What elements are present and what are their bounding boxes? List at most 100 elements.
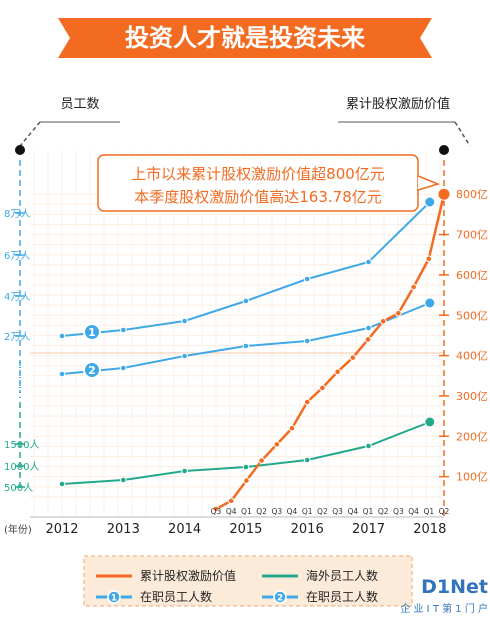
legend-label: 海外员工人数	[306, 568, 378, 583]
right-axis-tick-label: 100亿	[456, 471, 488, 484]
equity-value-point	[212, 505, 220, 513]
equity-value-line	[215, 193, 446, 511]
series-point	[365, 324, 372, 332]
series-marker-number: 1	[88, 326, 96, 339]
legend-label: 在职员工人数	[140, 589, 212, 604]
quarter-label: Q2	[439, 507, 450, 516]
series-point	[181, 317, 188, 325]
series-point	[303, 456, 311, 464]
equity-value-point	[319, 384, 326, 392]
right-axis-tick-label: 700亿	[456, 229, 488, 242]
series-point	[424, 297, 436, 309]
right-axis-tick-label: 800亿	[456, 188, 488, 201]
legend-marker-badge	[273, 590, 287, 604]
equity-value-point	[437, 187, 451, 201]
annotation-line1: 上市以来累计股权激励价值超800亿元	[131, 165, 385, 183]
right-axis-tick-label: 500亿	[456, 309, 488, 322]
series-marker-badge	[83, 323, 101, 341]
quarter-label: Q1	[302, 507, 313, 516]
series-point	[120, 476, 127, 484]
quarter-label: Q4	[287, 507, 298, 516]
series-point	[58, 370, 66, 378]
series-point	[120, 364, 127, 372]
series-point	[181, 352, 188, 360]
quarter-label: Q3	[393, 507, 404, 516]
series-point	[242, 342, 250, 350]
watermark-tagline: 企 业 I T 第 1 门 户	[400, 602, 488, 615]
legend-box	[83, 555, 413, 607]
series-point	[120, 326, 127, 334]
equity-value-point	[243, 477, 250, 484]
left-axis-tick-label: 2万人	[4, 331, 30, 343]
series-line-3	[61, 421, 431, 485]
equity-value-point	[288, 424, 296, 432]
left-axis-tick-label: 8万人	[4, 208, 30, 220]
legend-marker-number: 2	[277, 594, 283, 604]
left-axis-tick-label: 6万人	[4, 250, 30, 262]
watermark-brand: D1Net	[421, 576, 488, 598]
quarter-label: Q3	[332, 507, 343, 516]
series-point	[424, 416, 436, 428]
legend-marker-number: 1	[111, 594, 117, 604]
series-point	[242, 297, 250, 305]
year-label: 2016	[291, 522, 324, 537]
left-axis: 500人 1000人 1500人 2万人 4万人 6万人 8万人	[4, 145, 39, 494]
right-axis-tick-label: 600亿	[456, 269, 488, 282]
series-point	[181, 467, 188, 475]
series-point	[58, 332, 66, 340]
year-label: 2012	[45, 522, 78, 537]
plot-grid	[30, 150, 444, 517]
quarter-label: Q4	[347, 507, 358, 516]
series-point	[242, 463, 250, 471]
right-axis-connector	[454, 121, 471, 147]
equity-value-point	[410, 283, 417, 291]
chart-title: 投资人才就是投资未来	[125, 24, 366, 52]
right-axis-tick-label: 300亿	[456, 390, 488, 403]
series-line-2	[61, 302, 431, 375]
series-point	[303, 337, 311, 345]
x-axis-prefix: (年份)	[4, 523, 32, 536]
equity-value-point	[364, 336, 372, 343]
series-marker-number: 2	[88, 364, 96, 377]
quarter-label: Q1	[423, 507, 434, 516]
series-point	[424, 196, 436, 208]
quarter-label: Q4	[408, 507, 419, 516]
year-label: 2015	[229, 522, 262, 537]
left-axis-top-dot	[15, 145, 25, 155]
quarter-label: Q1	[241, 507, 252, 516]
quarter-label: Q2	[256, 507, 267, 516]
left-axis-tick-label: 4万人	[4, 291, 30, 303]
year-label: 2017	[352, 522, 385, 537]
equity-value-point	[349, 354, 357, 361]
left-axis-tick-label: 1500人	[4, 439, 39, 451]
legend-label: 累计股权激励价值	[140, 568, 236, 583]
title-banner	[58, 18, 432, 58]
right-axis-tick-label: 200亿	[456, 430, 488, 443]
legend-label: 在职员工人数	[306, 589, 378, 604]
series-point	[58, 480, 66, 488]
equity-value-point	[379, 318, 387, 325]
equity-value-point	[395, 309, 402, 317]
right-axis-label: 累计股权激励价值	[346, 96, 450, 112]
quarter-label: Q1	[363, 507, 374, 516]
series-layer: 12	[58, 187, 451, 513]
legend-marker-badge	[107, 590, 121, 604]
series-point	[365, 258, 372, 266]
quarter-label: Q3	[271, 507, 282, 516]
right-axis-top-dot	[439, 145, 449, 155]
left-axis-tick-label: 1000人	[4, 461, 39, 473]
series-line-1	[61, 201, 431, 337]
right-axis: 100亿 200亿 300亿 400亿 500亿 600亿 700亿 800亿	[439, 145, 488, 517]
series-point	[365, 442, 372, 450]
equity-value-point	[273, 441, 281, 448]
x-axis: Q3 Q4 Q1 Q2 Q3 Q4 Q1 Q2 Q3 Q4 Q1 Q2 Q3 Q4 Q1 Q2 (年份) 2012…	[4, 507, 450, 537]
left-axis-connector	[19, 121, 41, 147]
quarter-label: Q2	[317, 507, 328, 516]
annotation-pointer	[417, 175, 441, 191]
annotation-line2: 本季度股权激励价值高达163.78亿元	[134, 188, 382, 206]
equity-value-point	[227, 497, 235, 505]
equity-value-point	[258, 457, 265, 464]
quarter-label: Q4	[226, 507, 237, 516]
